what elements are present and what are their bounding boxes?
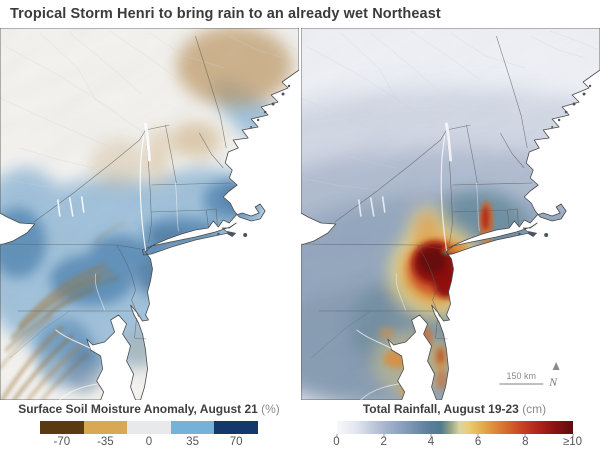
- rainfall-gradient-wrap: 0 2 4 6 8 ≥10: [333, 421, 582, 451]
- rain-legend-title: Total Rainfall, August 19-23 (cm): [362, 402, 547, 416]
- soil-legend-tick: -35: [97, 436, 114, 448]
- compass-icon: N: [548, 362, 560, 389]
- rain-legend-tick: 8: [522, 436, 529, 448]
- soil-legend-tick: -70: [53, 436, 71, 448]
- rain-legend-unit: (cm): [522, 402, 547, 416]
- soil-color-bar: [40, 421, 258, 434]
- soil-color-segment: [127, 421, 171, 434]
- soil-moisture-legend: Surface Soil Moisture Anomaly, August 21…: [4, 402, 294, 448]
- rain-legend-tick: 2: [380, 436, 387, 448]
- rainfall-gradient-bar: [336, 421, 573, 434]
- soil-color-segment: [83, 421, 128, 434]
- compass-label: N: [548, 375, 558, 389]
- soil-moisture-map: [0, 28, 299, 400]
- soil-legend-title: Surface Soil Moisture Anomaly, August 21…: [18, 402, 280, 416]
- rain-legend-tick: 0: [333, 436, 340, 448]
- rain-legend-tick: 6: [474, 436, 482, 448]
- soil-legend-unit: (%): [261, 402, 280, 416]
- scale-bar: 150 km: [499, 371, 544, 385]
- page-title: Tropical Storm Henri to bring rain to an…: [10, 6, 441, 22]
- rainfall-map: 150 km N: [301, 28, 600, 400]
- rainfall-legend: Total Rainfall, August 19-23 (cm) 0 2 4 …: [312, 402, 597, 451]
- rain-legend-tick: ≥10: [562, 436, 583, 448]
- soil-color-segment: [170, 421, 215, 434]
- soil-legend-tick: 0: [145, 436, 153, 448]
- soil-legend-labels: -70 -35 0 35 70: [40, 436, 258, 448]
- soil-color-segment: [214, 421, 258, 434]
- legend-row: Surface Soil Moisture Anomaly, August 21…: [0, 400, 600, 454]
- scale-bar-label: 150 km: [507, 371, 536, 381]
- rain-legend-tick: 4: [427, 436, 435, 448]
- soil-legend-tick: 35: [186, 436, 199, 448]
- soil-legend-tick: 70: [229, 436, 243, 448]
- soil-color-segment: [40, 421, 84, 434]
